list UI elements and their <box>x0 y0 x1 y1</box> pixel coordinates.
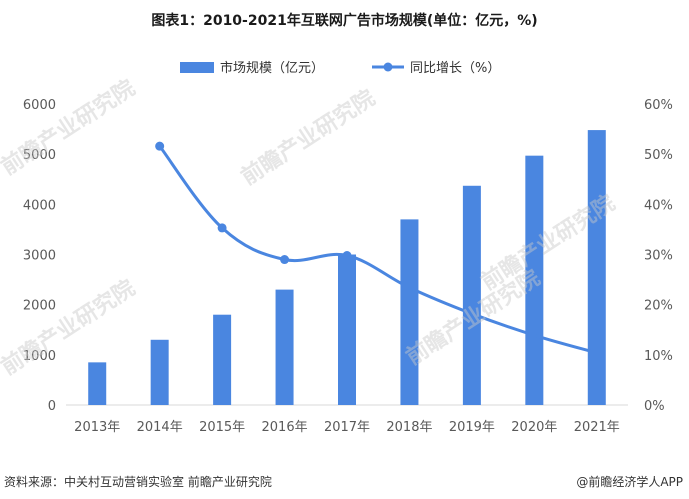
line-point <box>280 255 290 265</box>
y-right-tick-label: 60% <box>644 98 673 113</box>
line-series <box>155 141 598 355</box>
bar <box>213 314 232 405</box>
legend-label-line: 同比增长（%） <box>410 61 500 76</box>
y-right-tick-label: 40% <box>644 198 673 213</box>
legend-swatch-bar <box>180 62 214 73</box>
bar <box>587 130 606 405</box>
line-point <box>342 251 352 261</box>
bar <box>462 185 481 405</box>
bar <box>88 362 107 405</box>
x-tick-label: 2017年 <box>324 420 370 435</box>
x-tick-label: 2021年 <box>574 420 620 435</box>
line-point <box>155 141 165 151</box>
y-right-tick-label: 20% <box>644 299 673 314</box>
brand-credit: @前瞻经济学人APP <box>576 475 683 489</box>
x-tick-label: 2016年 <box>262 420 308 435</box>
y-left-tick-label: 1000 <box>23 349 56 364</box>
x-tick-label: 2019年 <box>449 420 495 435</box>
x-tick-label: 2014年 <box>137 420 183 435</box>
y-left-tick-label: 4000 <box>23 198 56 213</box>
y-right-tick-label: 30% <box>644 249 673 264</box>
y-right-tick-label: 50% <box>644 148 673 163</box>
legend: 市场规模（亿元） 同比增长（%） <box>180 60 500 76</box>
y-left-tick-label: 2000 <box>23 299 56 314</box>
bar-series <box>88 130 606 405</box>
y-right-tick-label: 10% <box>644 349 673 364</box>
bar <box>338 254 356 405</box>
legend-swatch-marker <box>383 62 393 72</box>
y-right-tick-label: 0% <box>644 399 665 414</box>
x-tick-label: 2018年 <box>386 420 432 435</box>
y-right-axis: 0% 10% 20% 30% 40% 50% 60% <box>644 98 673 414</box>
source-note: 资料来源：中关村互动营销实验室 前瞻产业研究院 <box>4 475 272 489</box>
line-point <box>217 223 227 233</box>
x-tick-label: 2013年 <box>74 420 120 435</box>
y-left-axis: 0 1000 2000 3000 4000 5000 6000 <box>23 98 56 414</box>
x-tick-label: 2015年 <box>199 420 245 435</box>
y-left-tick-label: 3000 <box>23 249 56 264</box>
x-tick-label: 2020年 <box>511 420 557 435</box>
y-left-tick-label: 0 <box>48 399 56 414</box>
x-axis: 2013年 2014年 2015年 2016年 2017年 2018年 2019年 2020年… <box>74 420 620 435</box>
bar <box>400 219 419 405</box>
y-left-tick-label: 5000 <box>23 148 56 163</box>
bar <box>275 289 294 405</box>
y-left-tick-label: 6000 <box>23 98 56 113</box>
chart-title: 图表1：2010-2021年互联网广告市场规模(单位：亿元，%) <box>151 13 538 29</box>
legend-label-bar: 市场规模（亿元） <box>220 60 324 76</box>
bar <box>150 339 169 405</box>
bar <box>525 155 544 405</box>
